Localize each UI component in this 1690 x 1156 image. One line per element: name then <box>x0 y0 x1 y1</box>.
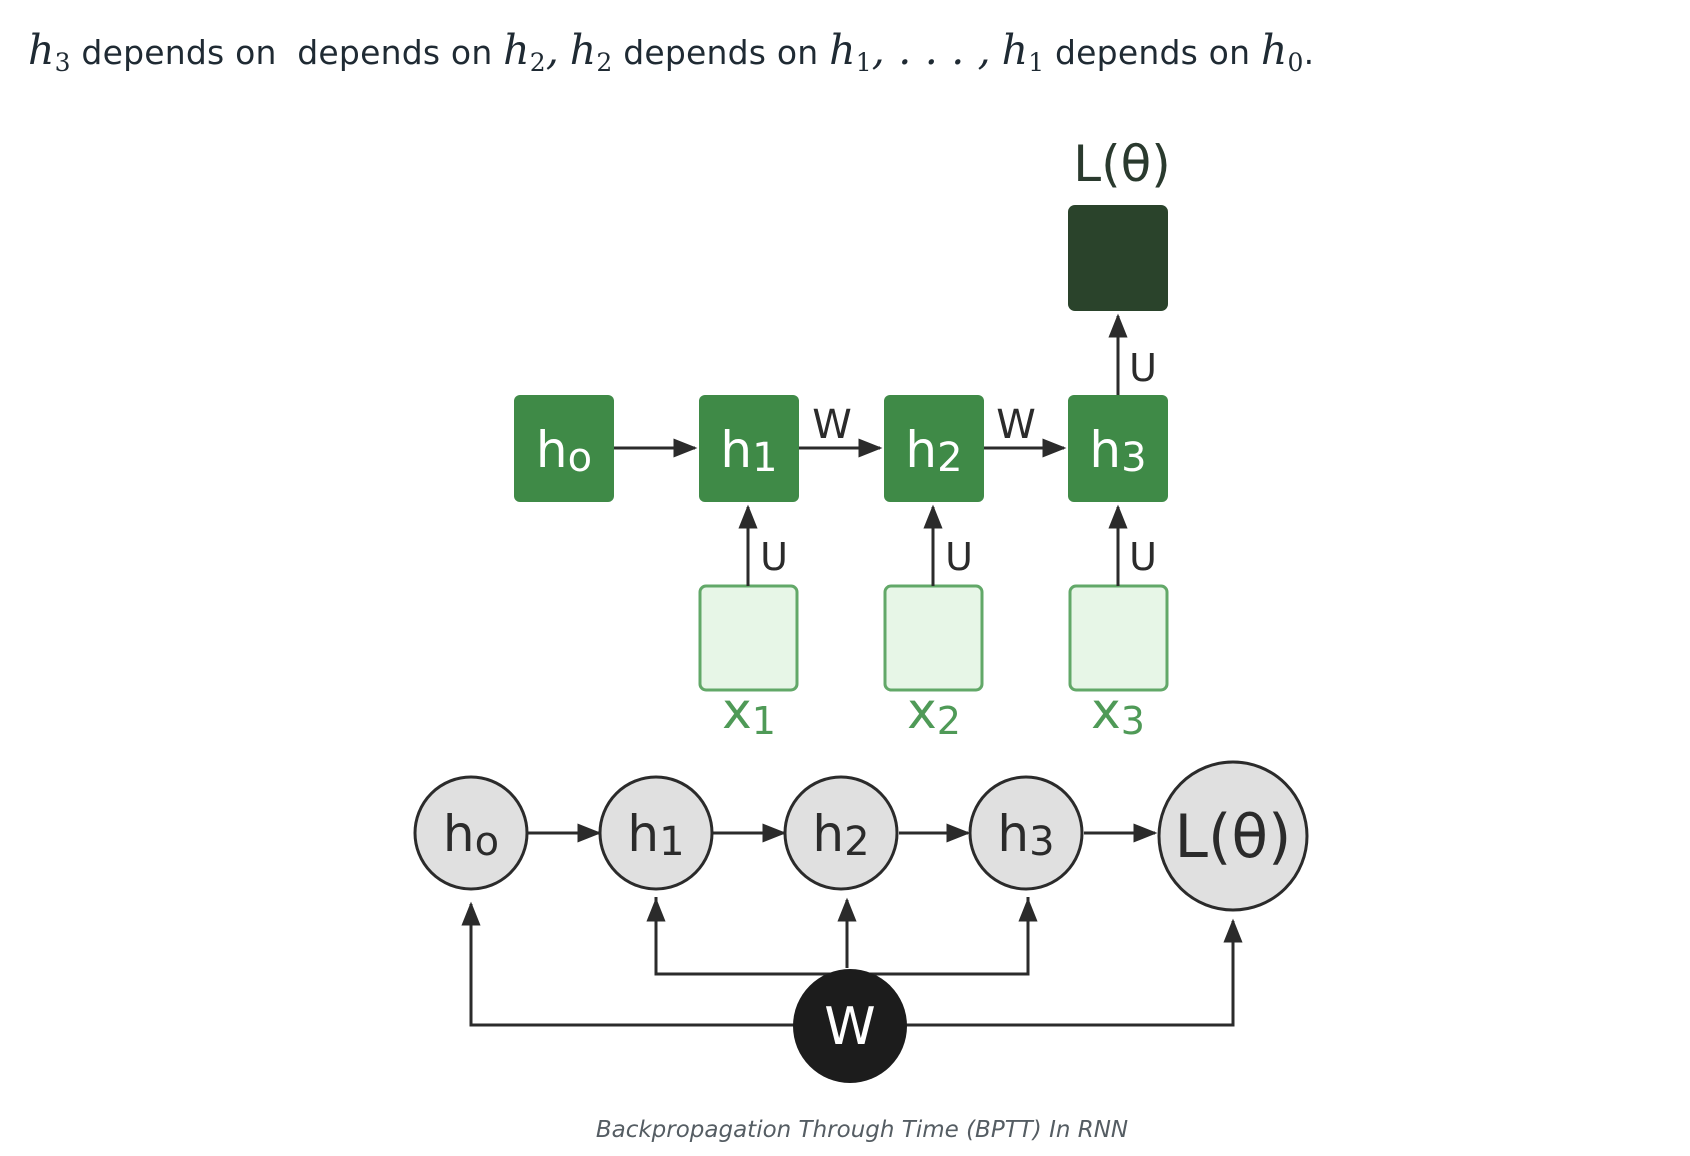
u-label-2: U <box>945 535 973 579</box>
math-h2a: h2, <box>503 26 560 77</box>
intro-text-3: depends on <box>623 33 819 72</box>
intro-text-1: depends on <box>81 33 277 72</box>
graph-node-h3 <box>968 775 1084 891</box>
u-label-3: U <box>1129 535 1157 579</box>
computation-graph: ho h1 h2 h3 L(θ) W <box>413 760 1309 1083</box>
hidden-label-h2: h2 <box>905 421 962 481</box>
w-label-1: W <box>812 402 852 448</box>
figure-caption: Backpropagation Through Time (BPTT) In R… <box>595 1117 1129 1143</box>
graph-label-h3: h3 <box>997 805 1054 865</box>
hidden-box-h0 <box>514 395 614 502</box>
graph-node-shared-w <box>793 969 907 1083</box>
math-h1b: h1 <box>1001 26 1045 77</box>
hidden-box-h2 <box>884 395 984 502</box>
math-h0: h0 <box>1260 26 1304 77</box>
input-box-x1 <box>698 584 799 692</box>
hidden-box-h3 <box>1068 395 1168 502</box>
input-label-x2: x2 <box>907 682 961 743</box>
w-label-2: W <box>996 402 1036 448</box>
math-h3: h3 <box>28 26 71 77</box>
hidden-box-h1 <box>699 395 799 502</box>
hidden-label-h1: h1 <box>720 421 777 481</box>
graph-label-h0: ho <box>443 805 499 865</box>
intro-text-4: depends on <box>1055 33 1251 72</box>
loss-box <box>1068 205 1168 311</box>
u-label-1: U <box>760 535 788 579</box>
graph-label-loss: L(θ) <box>1175 802 1292 872</box>
graph-node-loss <box>1157 760 1309 912</box>
graph-node-h0 <box>413 775 529 891</box>
w-to-h1-h3-bracket <box>654 897 1030 976</box>
input-label-x3: x3 <box>1091 682 1145 743</box>
graph-node-h1 <box>598 775 714 891</box>
loss-label: L(θ) <box>1073 135 1170 193</box>
graph-label-h2: h2 <box>812 805 869 865</box>
graph-label-h1: h1 <box>627 805 684 865</box>
input-box-x2 <box>883 584 984 692</box>
intro-period: . <box>1303 33 1315 72</box>
math-h1a: h1, . . . , <box>829 26 991 77</box>
input-box-x3 <box>1068 584 1169 692</box>
graph-node-h2 <box>783 775 899 891</box>
intro-sentence: h3 depends on depends on h2, h2 depends … <box>28 22 1314 91</box>
intro-text-2: depends on <box>297 33 493 72</box>
math-h2b: h2 <box>569 26 613 77</box>
hidden-label-h3: h3 <box>1089 421 1146 481</box>
hidden-label-h0: ho <box>536 421 592 481</box>
unrolled-rnn: L(θ) ho h1 h2 h3 W W U U U U x1 x2 x <box>514 135 1171 743</box>
graph-label-shared-w: W <box>824 997 875 1057</box>
input-label-x1: x1 <box>722 682 776 743</box>
u-label-loss: U <box>1129 346 1157 390</box>
